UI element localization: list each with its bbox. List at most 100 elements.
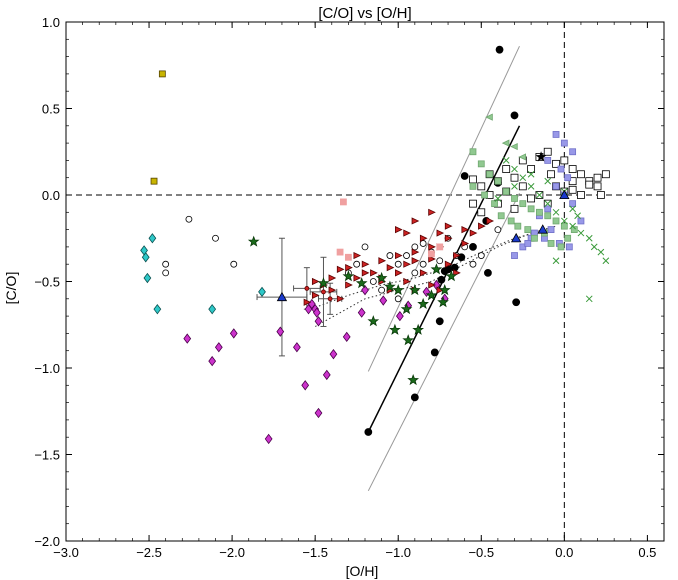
data-point <box>536 208 543 216</box>
data-point <box>264 433 273 445</box>
data-point <box>569 200 577 208</box>
data-point <box>364 428 373 436</box>
data-point <box>328 286 337 294</box>
y-axis-label: [C/O] <box>3 272 19 305</box>
data-point <box>430 263 443 275</box>
data-point <box>560 222 568 230</box>
data-point <box>543 147 552 156</box>
data-point <box>577 217 585 225</box>
data-point <box>547 170 555 179</box>
data-point <box>453 251 461 260</box>
data-layer <box>140 45 610 492</box>
data-point <box>403 277 411 286</box>
data-point <box>353 251 362 260</box>
data-point <box>585 295 593 303</box>
data-point <box>321 289 326 295</box>
data-point <box>384 280 396 292</box>
data-point <box>432 279 441 291</box>
x-tick-label: 0.5 <box>638 545 656 560</box>
data-point <box>552 182 560 190</box>
data-point <box>150 177 158 185</box>
data-point <box>411 217 420 225</box>
data-point <box>436 243 444 251</box>
data-point <box>547 226 555 234</box>
data-point <box>518 153 527 161</box>
data-point <box>477 208 486 217</box>
data-point <box>547 240 555 247</box>
data-point <box>511 182 518 190</box>
data-point <box>153 304 162 315</box>
data-point <box>527 182 535 190</box>
data-point <box>501 139 510 147</box>
y-tick-label: −0.5 <box>34 275 60 290</box>
data-point <box>560 139 568 147</box>
data-point <box>577 229 585 237</box>
data-point <box>436 257 444 265</box>
data-point <box>585 234 593 242</box>
data-point <box>469 148 477 156</box>
data-point <box>402 334 415 346</box>
data-point <box>537 224 548 234</box>
x-tick-label: −0.5 <box>468 545 494 560</box>
data-point <box>514 222 522 230</box>
data-point <box>510 204 519 213</box>
data-point <box>485 113 493 121</box>
series-circle <box>304 286 333 302</box>
data-point <box>535 151 547 162</box>
data-point <box>410 393 419 402</box>
data-point <box>419 240 427 247</box>
data-point <box>569 205 576 213</box>
data-point <box>444 234 453 242</box>
data-point <box>524 240 532 247</box>
data-point <box>552 208 560 216</box>
data-point <box>369 278 377 285</box>
data-point <box>345 264 353 272</box>
data-point <box>425 289 438 301</box>
trend-line <box>367 193 520 492</box>
data-point <box>601 170 610 179</box>
data-point <box>461 239 470 248</box>
series-diamond <box>183 279 449 445</box>
data-point <box>477 182 486 191</box>
data-point <box>162 269 170 277</box>
data-point <box>510 173 519 182</box>
data-point <box>185 215 193 223</box>
data-point <box>428 208 436 216</box>
data-point <box>322 369 331 381</box>
data-point <box>208 355 217 367</box>
data-point <box>361 243 369 251</box>
data-point <box>527 205 535 213</box>
x-tick-label: −1.0 <box>385 545 411 560</box>
data-point <box>361 269 370 277</box>
data-point <box>544 200 552 208</box>
y-tick-label: 0.5 <box>42 102 60 117</box>
dotted-curve <box>315 229 548 308</box>
data-point <box>229 328 238 339</box>
data-point <box>140 245 148 256</box>
data-point <box>510 232 522 243</box>
data-point <box>527 170 535 178</box>
data-point <box>469 260 477 268</box>
data-point <box>311 291 320 299</box>
trend-line <box>367 46 520 372</box>
data-point <box>544 205 552 213</box>
data-point <box>437 296 449 308</box>
y-tick-label: −1.0 <box>34 361 60 376</box>
data-point <box>304 286 310 291</box>
data-point <box>512 298 521 307</box>
data-point <box>419 234 428 242</box>
series-circle-open <box>162 215 502 303</box>
data-point <box>329 348 338 360</box>
data-point <box>518 182 527 191</box>
data-point <box>162 260 170 268</box>
data-point <box>557 243 565 251</box>
data-point <box>301 380 310 391</box>
data-point <box>370 269 378 277</box>
data-point <box>560 217 568 225</box>
data-point <box>183 333 192 344</box>
data-point <box>568 165 577 173</box>
data-point <box>568 185 577 194</box>
data-point <box>386 264 395 272</box>
data-point <box>208 304 217 315</box>
data-point <box>596 191 605 199</box>
